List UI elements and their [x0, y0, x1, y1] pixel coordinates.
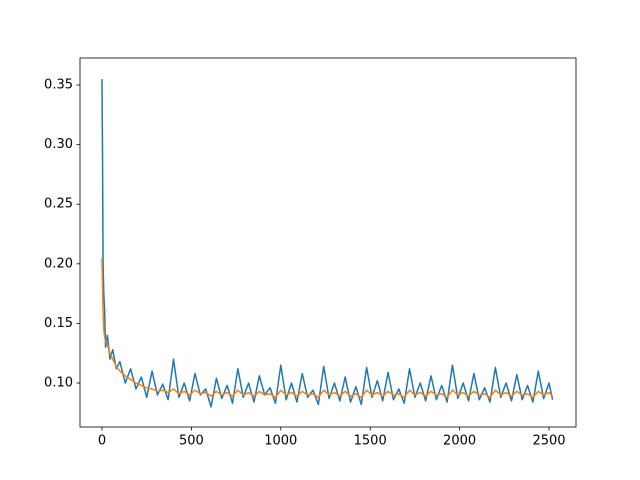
x-tick-label: 1000 [264, 434, 297, 449]
x-tick-label: 500 [179, 434, 204, 449]
y-tick-label: 0.35 [44, 78, 73, 93]
y-tick-label: 0.25 [44, 197, 73, 212]
data-line [101, 79, 554, 408]
y-tick-label: 0.20 [44, 256, 73, 271]
x-tick-label: 2000 [443, 434, 476, 449]
y-tick-label: 0.15 [44, 316, 73, 331]
x-tick-label: 2500 [532, 434, 565, 449]
y-tick-label: 0.30 [44, 137, 73, 152]
y-tick-label: 0.10 [44, 376, 73, 391]
x-tick-label: 0 [98, 434, 106, 449]
x-tick-label: 1500 [354, 434, 387, 449]
data-line [101, 257, 554, 399]
axes-frame [79, 57, 577, 428]
